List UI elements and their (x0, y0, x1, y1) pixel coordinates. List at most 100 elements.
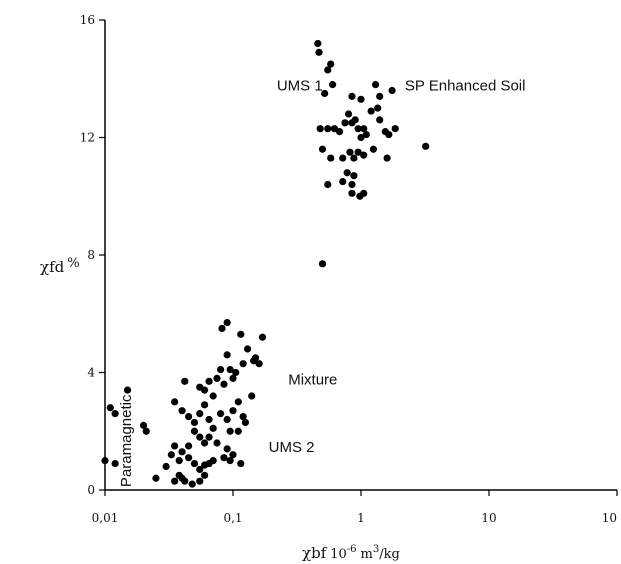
data-point (360, 151, 368, 159)
data-point (185, 454, 193, 462)
data-point (205, 433, 213, 441)
data-point (321, 89, 329, 98)
data-point (318, 260, 327, 268)
data-point (341, 119, 349, 127)
data-point (205, 377, 213, 385)
annotation-label: UMS 2 (269, 439, 315, 456)
data-point (111, 459, 119, 468)
data-point (258, 333, 267, 341)
data-point (350, 172, 358, 180)
data-point (374, 104, 382, 112)
data-point (371, 81, 380, 89)
annotation-label: Mixture (288, 371, 337, 388)
data-point (360, 125, 368, 133)
data-point (241, 418, 250, 427)
annotation-label: Paramagnetic (118, 394, 135, 487)
data-point (239, 412, 247, 421)
data-point (343, 169, 351, 177)
axes (104, 20, 617, 491)
x-axis-label: χbf 10-6 m3/kg (302, 544, 400, 562)
data-point (339, 154, 347, 162)
data-point (152, 474, 160, 482)
data-points (101, 39, 430, 488)
data-point (196, 383, 204, 391)
data-point (205, 415, 213, 424)
annotation-label: SP Enhanced Soil (405, 78, 526, 95)
data-point (232, 368, 240, 377)
data-point (218, 324, 226, 333)
data-point (237, 330, 245, 338)
data-point (376, 92, 384, 100)
data-point (209, 457, 217, 465)
data-point (357, 133, 365, 142)
ticks (99, 19, 618, 496)
data-point (171, 442, 179, 450)
data-point (223, 318, 231, 327)
data-point (234, 398, 242, 406)
data-point (383, 154, 391, 162)
data-point (422, 142, 430, 150)
data-point (190, 427, 199, 435)
x-tick-label: 0,01 (92, 511, 119, 525)
data-point (185, 412, 193, 421)
data-point (314, 39, 322, 48)
data-point (188, 480, 196, 488)
y-axis-label: χfd% (40, 256, 80, 276)
data-point (318, 145, 327, 153)
data-point (220, 380, 228, 388)
data-point (329, 81, 337, 89)
data-point (239, 360, 247, 368)
tick-labels: 0 4 8 12 16 0,01 0,1 1 10 10 (80, 13, 617, 525)
data-point (185, 442, 193, 450)
data-point (213, 374, 221, 382)
data-point (360, 189, 368, 197)
data-point (139, 421, 148, 429)
y-tick-label: 12 (80, 131, 95, 145)
x-tick-label: 10 (481, 511, 496, 525)
data-point (335, 128, 344, 136)
data-point (234, 427, 242, 435)
data-point (111, 410, 119, 418)
data-point (250, 357, 258, 365)
data-point (190, 459, 199, 468)
y-tick-label: 16 (80, 13, 95, 27)
data-point (344, 110, 353, 118)
data-point (101, 457, 109, 465)
data-point (216, 410, 225, 418)
data-point (385, 130, 393, 139)
data-point (237, 459, 245, 468)
data-point (339, 177, 347, 186)
data-point (362, 130, 370, 139)
data-point (196, 465, 204, 474)
data-point (216, 365, 225, 374)
data-point (209, 424, 217, 432)
data-point (123, 386, 132, 394)
data-point (388, 86, 396, 95)
data-point (106, 404, 114, 412)
data-point (327, 60, 335, 68)
data-point (348, 180, 356, 189)
data-point (357, 95, 365, 103)
data-point (350, 154, 358, 162)
data-point (354, 125, 362, 133)
data-point (196, 477, 204, 485)
data-point (196, 410, 204, 418)
data-point (243, 345, 252, 353)
data-point (327, 154, 335, 162)
data-point (178, 448, 186, 456)
data-point (223, 415, 231, 424)
data-point (190, 418, 199, 427)
data-point (142, 427, 150, 435)
data-point (229, 374, 237, 382)
data-point (171, 477, 179, 485)
data-point (171, 398, 179, 406)
annotation-label: UMS 1 (277, 78, 323, 95)
data-point (213, 439, 221, 447)
y-tick-label: 0 (87, 483, 95, 497)
data-point (324, 66, 332, 74)
data-point (201, 439, 209, 447)
data-point (209, 392, 217, 400)
x-tick-label: 0,1 (223, 511, 242, 525)
data-point (201, 401, 209, 409)
